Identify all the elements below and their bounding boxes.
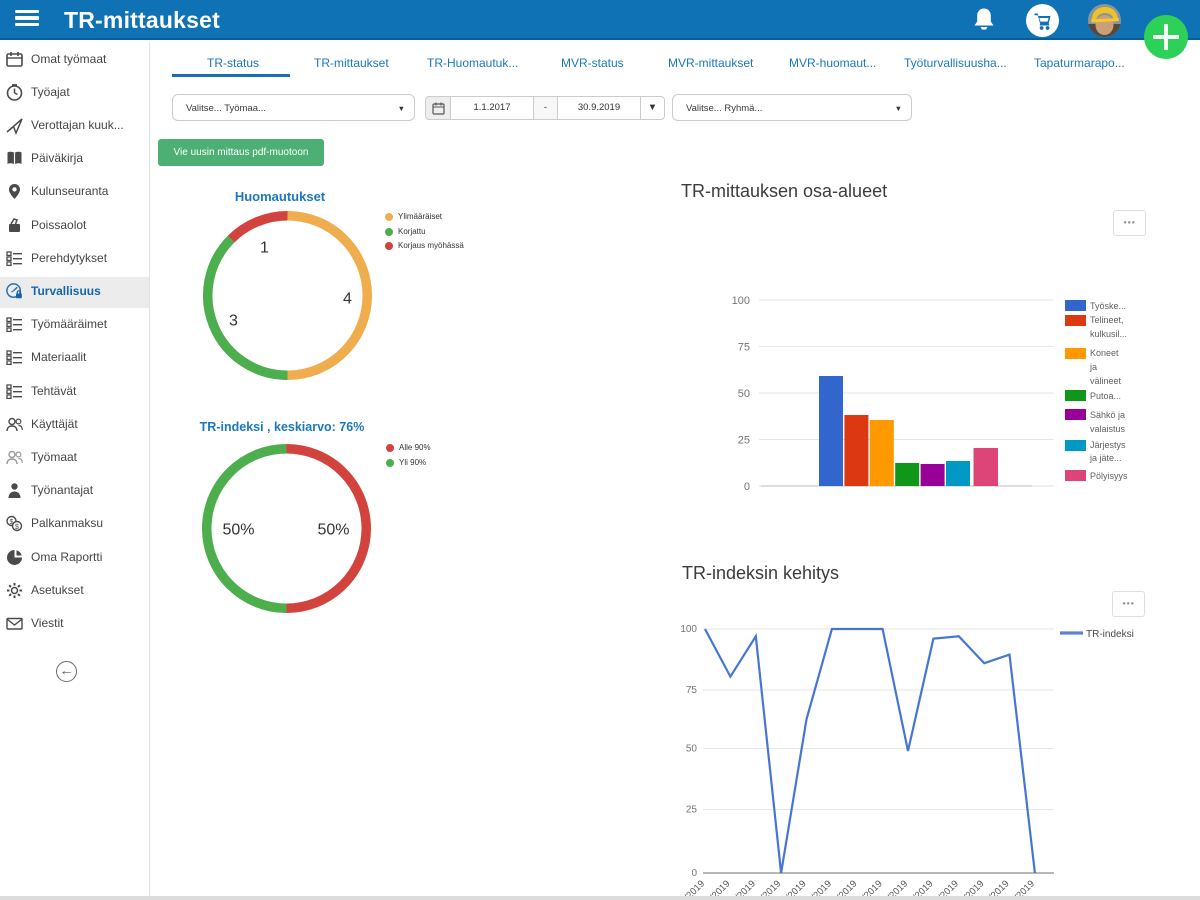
- svg-text:ja: ja: [1089, 362, 1097, 372]
- svg-text:Sähkö ja: Sähkö ja: [1090, 410, 1125, 420]
- svg-text:Työske...: Työske...: [1090, 301, 1126, 311]
- svg-text:50%: 50%: [317, 522, 349, 539]
- svg-text:välineet: välineet: [1090, 376, 1122, 386]
- svg-text:kulkusil...: kulkusil...: [1090, 329, 1127, 339]
- svg-text:ja jäte...: ja jäte...: [1089, 453, 1122, 463]
- svg-text:50: 50: [738, 388, 750, 400]
- svg-text:0: 0: [744, 481, 750, 493]
- svg-text:100: 100: [680, 624, 697, 635]
- svg-text:3: 3: [229, 313, 238, 330]
- svg-text:75: 75: [686, 685, 698, 696]
- svg-text:Telineet,: Telineet,: [1090, 315, 1124, 325]
- svg-text:4: 4: [343, 291, 352, 308]
- svg-text:25: 25: [686, 805, 698, 816]
- svg-text:50: 50: [686, 744, 698, 755]
- svg-text:1: 1: [260, 240, 269, 257]
- svg-text:100: 100: [732, 295, 750, 307]
- svg-text:valaistus: valaistus: [1090, 424, 1126, 434]
- svg-text:0: 0: [691, 868, 697, 879]
- svg-text:Järjestys: Järjestys: [1090, 440, 1126, 450]
- svg-text:$: $: [15, 524, 19, 531]
- svg-text:75: 75: [738, 342, 750, 354]
- svg-text:Putoa...: Putoa...: [1090, 391, 1121, 401]
- svg-text:TR-indeksi: TR-indeksi: [1086, 629, 1134, 640]
- svg-text:Koneet: Koneet: [1090, 348, 1119, 358]
- svg-text:25: 25: [738, 435, 750, 447]
- svg-text:Pölyisyys: Pölyisyys: [1090, 471, 1128, 481]
- svg-text:$: $: [10, 519, 14, 526]
- svg-text:50%: 50%: [222, 522, 254, 539]
